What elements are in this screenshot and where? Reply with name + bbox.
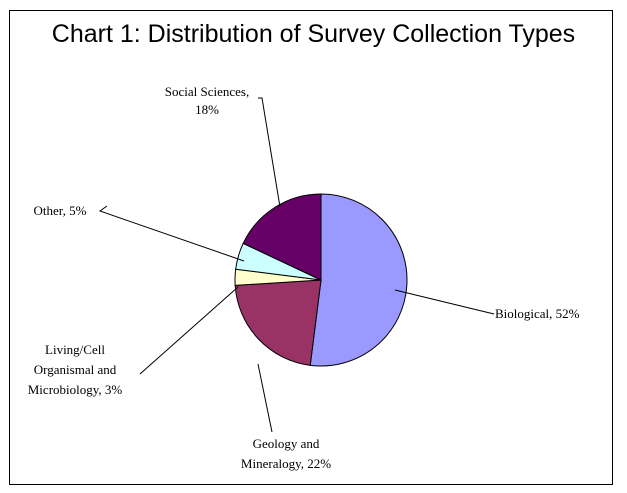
slice-label-other: Other, 5% (34, 203, 87, 218)
leader-line-social-sciences (258, 97, 281, 208)
leader-lines (98, 97, 495, 433)
leader-line-geology-and-mineralogy (257, 363, 273, 433)
pie-slices (234, 193, 408, 367)
leader-line-living-cell-organismal-and-microbiology (139, 286, 239, 375)
pie-slice-social-sciences (242, 193, 322, 281)
slice-label-geology-and-mineralogy: Geology and Mineralogy, 22% (241, 436, 331, 471)
chart-title: Chart 1: Distribution of Survey Collecti… (51, 20, 576, 48)
slice-label-line: Organismal and (34, 362, 117, 377)
slice-label-line: Biological, 52% (495, 306, 580, 321)
slice-label-line: Mineralogy, 22% (241, 456, 331, 471)
slice-label-line: Geology and (253, 436, 320, 451)
slice-label-line: Microbiology, 3% (28, 382, 123, 397)
slice-label-line: Living/Cell (45, 342, 105, 357)
slice-label-social-sciences: Social Sciences, 18% (165, 84, 249, 117)
slice-label-line: Other, 5% (34, 203, 87, 218)
leader-line-other (98, 205, 245, 262)
slice-label-biological: Biological, 52% (495, 306, 580, 321)
slice-label-line: 18% (195, 102, 219, 117)
leader-line-biological (394, 289, 495, 315)
slice-labels: Biological, 52% Geology and Mineralogy, 22… (28, 84, 580, 471)
slice-label-line: Social Sciences, (165, 84, 249, 99)
slice-label-living-cell-organismal-and-microbiology: Living/Cell Organismal and Microbiology, 3… (28, 342, 123, 397)
pie-slice-geology-and-mineralogy (234, 279, 322, 366)
pie-slice-biological (309, 193, 408, 367)
